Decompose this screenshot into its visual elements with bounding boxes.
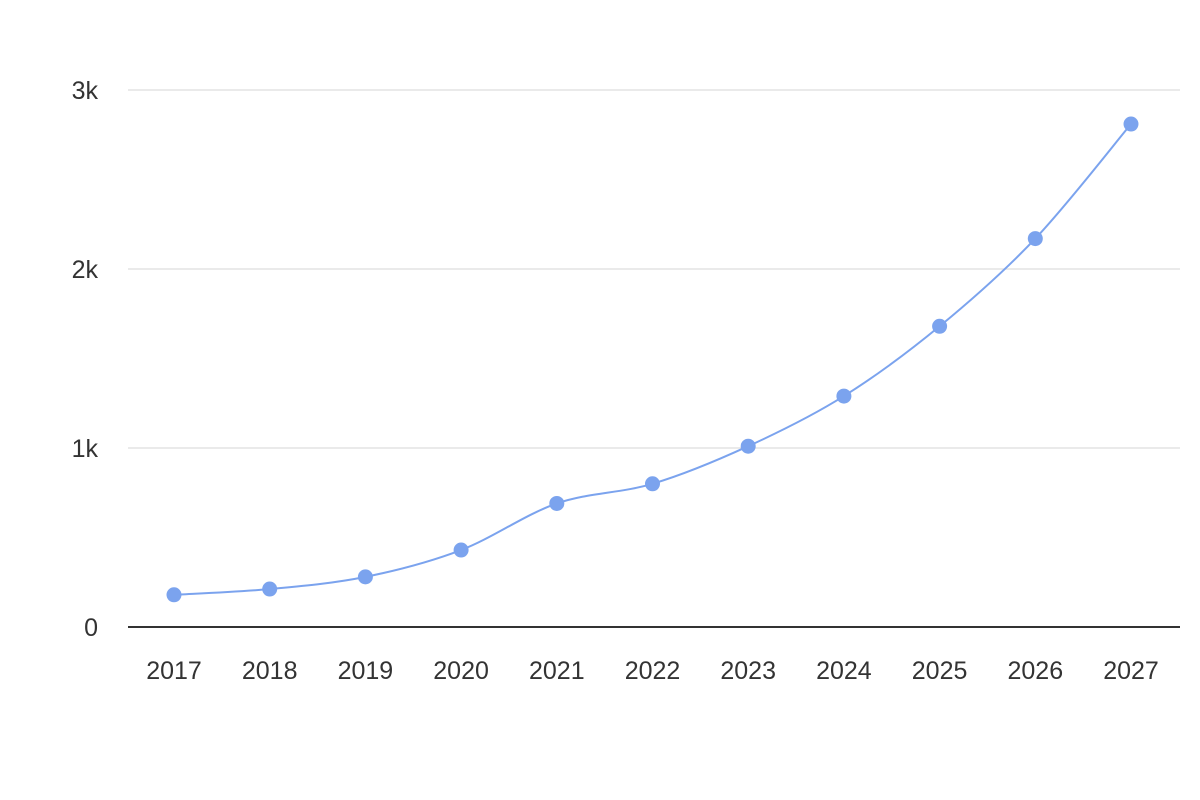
data-point-2027[interactable] xyxy=(1123,116,1139,132)
data-point-2022[interactable] xyxy=(645,476,660,492)
x-tick-label-2017: 2017 xyxy=(146,657,202,685)
series-line-0 xyxy=(173,123,1132,596)
data-point-2018[interactable] xyxy=(262,581,278,597)
data-point-2026[interactable] xyxy=(1027,231,1043,247)
series-line-group xyxy=(173,123,1132,596)
x-tick-label-2024: 2024 xyxy=(816,657,872,685)
data-point-2024[interactable] xyxy=(836,388,852,404)
x-tick-label-2021: 2021 xyxy=(529,657,585,685)
y-tick-label-2k: 2k xyxy=(72,256,99,284)
x-tick-label-2019: 2019 xyxy=(338,657,394,685)
y-axis-tick-labels: 0 1k 2k 3k xyxy=(72,77,99,642)
y-tick-label-1k: 1k xyxy=(72,435,99,463)
x-tick-label-2023: 2023 xyxy=(720,657,776,685)
gridlines xyxy=(128,89,1180,628)
data-point-2025[interactable] xyxy=(932,318,948,334)
x-tick-label-2018: 2018 xyxy=(242,657,298,685)
y-tick-label-3k: 3k xyxy=(72,77,99,105)
data-point-2017[interactable] xyxy=(166,587,182,603)
data-point-2021[interactable] xyxy=(549,495,565,511)
x-tick-label-2026: 2026 xyxy=(1007,657,1063,685)
series-points-group xyxy=(166,116,1139,603)
data-point-2020[interactable] xyxy=(453,542,469,558)
x-tick-label-2027: 2027 xyxy=(1103,657,1159,685)
y-tick-label-0: 0 xyxy=(84,614,98,642)
x-tick-label-2022: 2022 xyxy=(625,657,681,685)
data-point-2023[interactable] xyxy=(740,438,756,454)
data-point-2019[interactable] xyxy=(357,569,373,585)
x-axis-tick-labels: 2017 2018 2019 2020 2021 2022 2023 2024 2025 2026… xyxy=(146,657,1159,685)
x-tick-label-2020: 2020 xyxy=(433,657,489,685)
x-tick-label-2025: 2025 xyxy=(912,657,968,685)
